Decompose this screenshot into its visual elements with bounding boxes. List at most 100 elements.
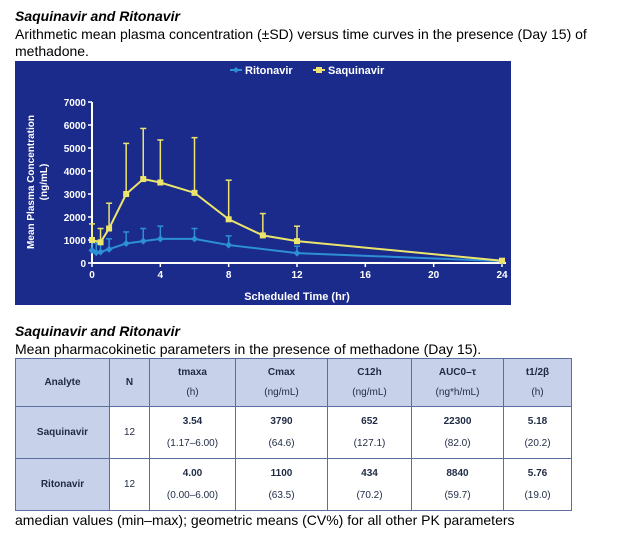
series-ritonavir xyxy=(88,225,506,265)
legend-label: Ritonavir xyxy=(245,65,293,77)
col-header-thalf: t1/2β (h) xyxy=(503,358,572,407)
tmax-range: (1.17–6.00) xyxy=(166,437,219,449)
analyte-cell: Saquinavir xyxy=(15,406,110,459)
cmax-cv: (63.5) xyxy=(268,489,295,501)
tmax-cell: 4.00 (0.00–6.00) xyxy=(149,458,236,511)
c12h-cell: 434 (70.2) xyxy=(327,458,412,511)
y-tick-label: 0 xyxy=(80,259,86,270)
data-point xyxy=(97,239,104,246)
section2-heading: Saquinavir and Ritonavir xyxy=(15,323,180,339)
cmax-value: 1100 xyxy=(270,467,293,479)
c12h-value: 652 xyxy=(361,415,378,427)
cmax-value: 3790 xyxy=(270,415,293,427)
col-header-cmax-label: Cmax xyxy=(267,366,296,378)
auc-cell: 8840 (59.7) xyxy=(411,458,504,511)
y-tick-label: 1000 xyxy=(64,236,87,247)
tmax-value: 3.54 xyxy=(182,415,203,427)
y-axis-label-unit: (ng/mL) xyxy=(39,164,50,201)
auc-cv: (82.0) xyxy=(444,437,471,449)
y-tick-label: 4000 xyxy=(64,167,87,178)
col-header-thalf-label: t1/2β xyxy=(525,366,550,378)
legend-marker xyxy=(233,67,239,73)
data-point xyxy=(123,191,130,197)
x-axis-label: Scheduled Time (hr) xyxy=(244,291,350,303)
thalf-cv: (20.2) xyxy=(524,437,551,449)
section1-heading: Saquinavir and Ritonavir xyxy=(15,8,180,24)
data-point xyxy=(191,189,198,196)
cmax-cell: 3790 (64.6) xyxy=(235,406,328,459)
col-header-c12h-label: C12h xyxy=(357,366,382,378)
auc-value: 8840 xyxy=(446,467,469,479)
data-point xyxy=(122,239,130,247)
cmax-cell: 1100 (63.5) xyxy=(235,458,328,511)
chart-caption: Arithmetic mean plasma concentration (±S… xyxy=(15,26,587,59)
footnote: amedian values (min–max); geometric mean… xyxy=(15,512,515,528)
data-point xyxy=(139,237,147,245)
y-tick-label: 5000 xyxy=(64,144,87,155)
cmax-cv: (64.6) xyxy=(268,437,295,449)
x-tick-label: 4 xyxy=(158,270,164,281)
thalf-cell: 5.18 (20.2) xyxy=(503,406,572,459)
col-header-tmax-unit: (h) xyxy=(186,386,199,398)
x-tick-label: 8 xyxy=(226,270,232,281)
thalf-cv: (19.0) xyxy=(524,489,551,501)
data-point xyxy=(225,216,232,223)
y-tick-label: 2000 xyxy=(64,213,87,224)
thalf-value: 5.76 xyxy=(527,467,548,479)
col-header-cmax-unit: (ng/mL) xyxy=(264,386,299,398)
data-point xyxy=(499,257,505,264)
x-tick-label: 12 xyxy=(291,270,303,281)
y-tick-label: 7000 xyxy=(64,98,87,109)
table-row-ritonavir: Ritonavir 12 4.00 (0.00–6.00) 1100 (63.5) … xyxy=(15,458,572,511)
auc-cell: 22300 (82.0) xyxy=(411,406,504,459)
col-header-cmax: Cmax (ng/mL) xyxy=(235,358,328,407)
auc-cv: (59.7) xyxy=(444,489,471,501)
data-point xyxy=(156,235,164,243)
data-point xyxy=(157,179,164,186)
c12h-cv: (127.1) xyxy=(353,437,386,449)
data-point xyxy=(140,176,147,183)
tmax-cell: 3.54 (1.17–6.00) xyxy=(149,406,236,459)
c12h-value: 434 xyxy=(361,467,378,479)
col-header-c12h-unit: (ng/mL) xyxy=(352,386,387,398)
series-saquinavir xyxy=(89,127,505,264)
thalf-cell: 5.76 (19.0) xyxy=(503,458,572,511)
chart-svg: 0 1000 2000 3000 4000 5000 6000 7000 0 4 8 12 16 20 24… xyxy=(15,61,511,305)
table-row-saquinavir: Saquinavir 12 3.54 (1.17–6.00) 3790 (64.6)… xyxy=(15,406,572,459)
data-point xyxy=(105,245,113,253)
data-point xyxy=(259,232,266,239)
col-header-auc: AUC0–τ (ng*h/mL) xyxy=(411,358,504,407)
y-tick-label: 6000 xyxy=(64,121,87,132)
col-header-tmax-label: tmaxa xyxy=(178,366,207,378)
pk-parameters-table: Analyte N tmaxa (h) Cmax (ng/mL) C12h (n… xyxy=(15,358,572,511)
col-header-tmax: tmaxa (h) xyxy=(149,358,236,407)
data-point xyxy=(97,248,105,256)
x-tick-label: 16 xyxy=(360,270,372,281)
col-header-n: N xyxy=(109,358,150,407)
table-header-row: Analyte N tmaxa (h) Cmax (ng/mL) C12h (n… xyxy=(15,358,572,407)
tmax-range: (0.00–6.00) xyxy=(166,489,219,501)
legend-marker xyxy=(316,67,322,73)
col-header-thalf-unit: (h) xyxy=(531,386,544,398)
data-point xyxy=(92,249,100,257)
x-tick-label: 0 xyxy=(89,270,95,281)
data-point xyxy=(191,235,198,243)
col-header-auc-unit: (ng*h/mL) xyxy=(435,386,480,398)
data-point xyxy=(225,241,233,249)
y-tick-label: 3000 xyxy=(64,190,87,201)
thalf-value: 5.18 xyxy=(527,415,548,427)
c12h-cell: 652 (127.1) xyxy=(327,406,412,459)
n-cell: 12 xyxy=(109,406,150,459)
chart-background xyxy=(15,61,511,305)
y-axis-label: Mean Plasma Concentration xyxy=(26,115,37,249)
c12h-cv: (70.2) xyxy=(356,489,383,501)
concentration-chart: 0 1000 2000 3000 4000 5000 6000 7000 0 4 8 12 16 20 24… xyxy=(15,61,511,305)
auc-value: 22300 xyxy=(443,415,472,427)
analyte-cell: Ritonavir xyxy=(15,458,110,511)
x-tick-label: 24 xyxy=(496,270,508,281)
data-point xyxy=(106,225,113,232)
col-header-c12h: C12h (ng/mL) xyxy=(327,358,412,407)
n-cell: 12 xyxy=(109,458,150,511)
tmax-value: 4.00 xyxy=(182,467,203,479)
data-point xyxy=(293,249,301,257)
